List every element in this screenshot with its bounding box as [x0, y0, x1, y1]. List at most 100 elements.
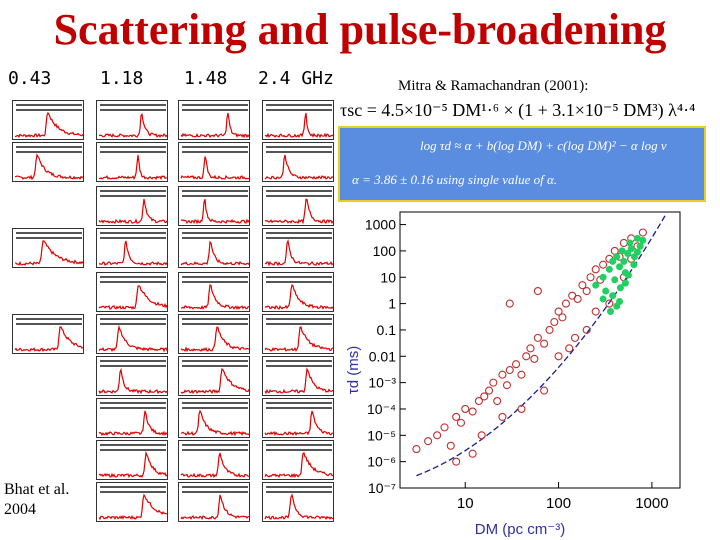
- citation: Mitra & Ramachandran (2001):: [398, 78, 589, 94]
- pulse-profile-panel: [262, 186, 334, 226]
- credit-line-1: Bhat et al.: [4, 481, 70, 498]
- frequency-label-1.48: 1.48: [184, 68, 228, 89]
- data-point-open: [468, 407, 477, 416]
- data-point-open: [498, 370, 507, 379]
- frequency-label-1.18: 1.18: [100, 68, 144, 89]
- data-point-open: [530, 354, 539, 363]
- pulse-profile-panel: [12, 314, 84, 354]
- x-tick-label: 10: [457, 495, 474, 512]
- data-point-open: [533, 286, 542, 296]
- data-point-open: [565, 344, 574, 353]
- pulse-profile-panel: [12, 100, 84, 140]
- scatter-chart: 10 100 1000 1000 100 10 1 0.1 0.01 10⁻³ 10⁻⁴ 10⁻⁵ 10…: [345, 211, 681, 538]
- pulse-profile-panel: [96, 440, 168, 480]
- data-point-filled: [620, 257, 628, 265]
- data-point-filled: [627, 245, 635, 253]
- data-point-filled: [599, 273, 607, 281]
- data-point-open: [440, 423, 449, 432]
- data-point-open: [489, 378, 498, 387]
- data-point-open: [474, 396, 483, 406]
- data-point-filled: [609, 257, 617, 265]
- pulse-profile-panel: [178, 356, 250, 396]
- data-point-open: [522, 352, 531, 361]
- data-point-open: [526, 344, 535, 353]
- pulse-profile-panel: [178, 228, 250, 268]
- data-point-filled: [613, 253, 621, 261]
- data-point-open: [505, 299, 514, 308]
- data-point-open: [582, 325, 591, 334]
- data-point-open: [477, 431, 486, 440]
- data-point-open: [493, 396, 502, 406]
- data-point-open: [461, 404, 470, 414]
- frequency-label-2.4: 2.4 GHz: [258, 68, 334, 89]
- pulse-profile-panel: [96, 100, 168, 140]
- y-tick-label: 10⁻⁵: [367, 427, 396, 443]
- pulse-profile-panel: [178, 272, 250, 312]
- data-point-open: [452, 412, 461, 421]
- data-point-filled: [618, 247, 626, 255]
- y-tick-label: 0.1: [377, 322, 397, 338]
- data-point-open: [619, 238, 628, 248]
- y-tick-label: 10: [380, 269, 396, 285]
- data-point-open: [550, 317, 559, 327]
- pulse-profile-panel: [262, 482, 334, 522]
- y-tick-label: 10⁻⁶: [367, 454, 396, 470]
- data-point-open: [586, 273, 595, 282]
- data-point-open: [591, 307, 600, 316]
- frequency-label-0.43: 0.43: [8, 68, 52, 89]
- data-point-open: [570, 333, 580, 342]
- data-point-filled: [630, 261, 638, 269]
- data-point-filled: [636, 242, 644, 250]
- pulse-profile-panel: [178, 440, 250, 480]
- data-point-open: [540, 339, 549, 348]
- data-point-filled: [639, 236, 647, 244]
- data-point-open: [573, 294, 582, 304]
- pulse-profile-panel: [262, 100, 334, 140]
- data-point-filled: [606, 308, 614, 316]
- y-tick-label: 10⁻⁷: [368, 480, 396, 496]
- pulse-profile-panel: [262, 228, 334, 268]
- data-point-open: [558, 313, 567, 322]
- data-point-filled: [599, 295, 607, 303]
- y-tick-label: 100: [373, 243, 397, 259]
- y-tick-label: 1: [388, 296, 396, 312]
- pulse-profile-panel: [178, 398, 250, 438]
- data-point-filled: [621, 279, 629, 287]
- pulse-profile-panel: [96, 482, 168, 522]
- data-point-filled: [611, 276, 619, 284]
- credit: Bhat et al. 2004: [4, 480, 69, 520]
- data-point-filled: [624, 271, 632, 279]
- data-point-filled: [616, 263, 624, 271]
- fit-alpha: α = 3.86 ± 0.16 using single value of α.: [352, 172, 558, 187]
- x-tick-label: 1000: [635, 495, 668, 512]
- pulse-profile-panel: [262, 314, 334, 354]
- pulse-profile-panel: [96, 314, 168, 354]
- data-point-open: [511, 360, 521, 369]
- data-point-open: [540, 386, 549, 395]
- y-tick-label: 1000: [365, 217, 396, 233]
- pulse-profile-panel: [262, 272, 334, 312]
- data-point-open: [554, 307, 563, 316]
- pulse-profile-panel: [262, 398, 334, 438]
- data-point-open: [533, 333, 542, 342]
- pulse-profile-panel: [262, 142, 334, 182]
- pulse-profile-panel: [96, 142, 168, 182]
- credit-line-2: 2004: [4, 501, 36, 518]
- pulse-profile-panel: [178, 142, 250, 182]
- pulse-profile-panel: [96, 398, 168, 438]
- y-tick-label: 10⁻⁴: [367, 401, 396, 417]
- data-point-filled: [602, 287, 610, 295]
- data-point-filled: [609, 292, 617, 300]
- data-point-filled: [605, 265, 613, 273]
- data-point-open: [517, 370, 526, 379]
- pulse-profile-panel: [12, 142, 84, 182]
- data-point-open: [468, 449, 477, 458]
- data-point-open: [433, 431, 442, 440]
- data-point-open: [582, 286, 591, 296]
- data-point-filled: [616, 284, 624, 292]
- x-axis-label: DM (pc cm⁻³): [475, 521, 565, 538]
- data-point-open: [599, 260, 608, 269]
- data-point-filled: [592, 281, 600, 289]
- data-point-open: [545, 325, 554, 334]
- data-point-open: [554, 352, 563, 361]
